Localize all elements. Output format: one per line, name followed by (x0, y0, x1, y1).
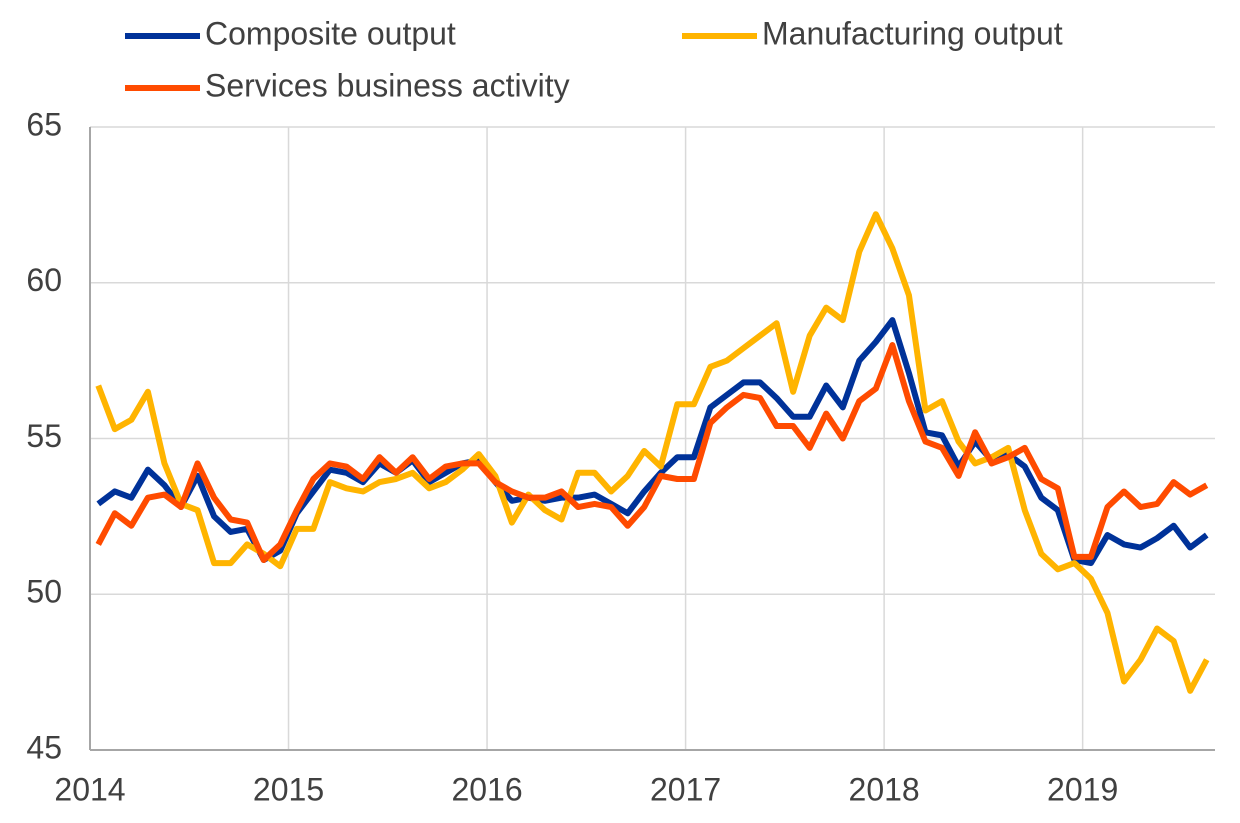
y-tick-label: 45 (26, 729, 62, 765)
x-tick-label: 2017 (650, 771, 721, 807)
y-tick-label: 55 (26, 418, 62, 454)
x-tick-label: 2018 (849, 771, 920, 807)
legend-label: Composite output (205, 15, 456, 51)
x-tick-label: 2014 (54, 771, 125, 807)
x-tick-label: 2019 (1047, 771, 1118, 807)
y-tick-label: 50 (26, 574, 62, 610)
x-tick-label: 2015 (253, 771, 324, 807)
series-line (95, 342, 1209, 563)
y-tick-label: 65 (26, 106, 62, 142)
y-tick-label: 60 (26, 262, 62, 298)
legend-label: Manufacturing output (762, 15, 1063, 51)
x-tick-label: 2016 (451, 771, 522, 807)
legend-label: Services business activity (205, 67, 570, 103)
series-line (96, 317, 1209, 567)
series-line (95, 211, 1210, 694)
